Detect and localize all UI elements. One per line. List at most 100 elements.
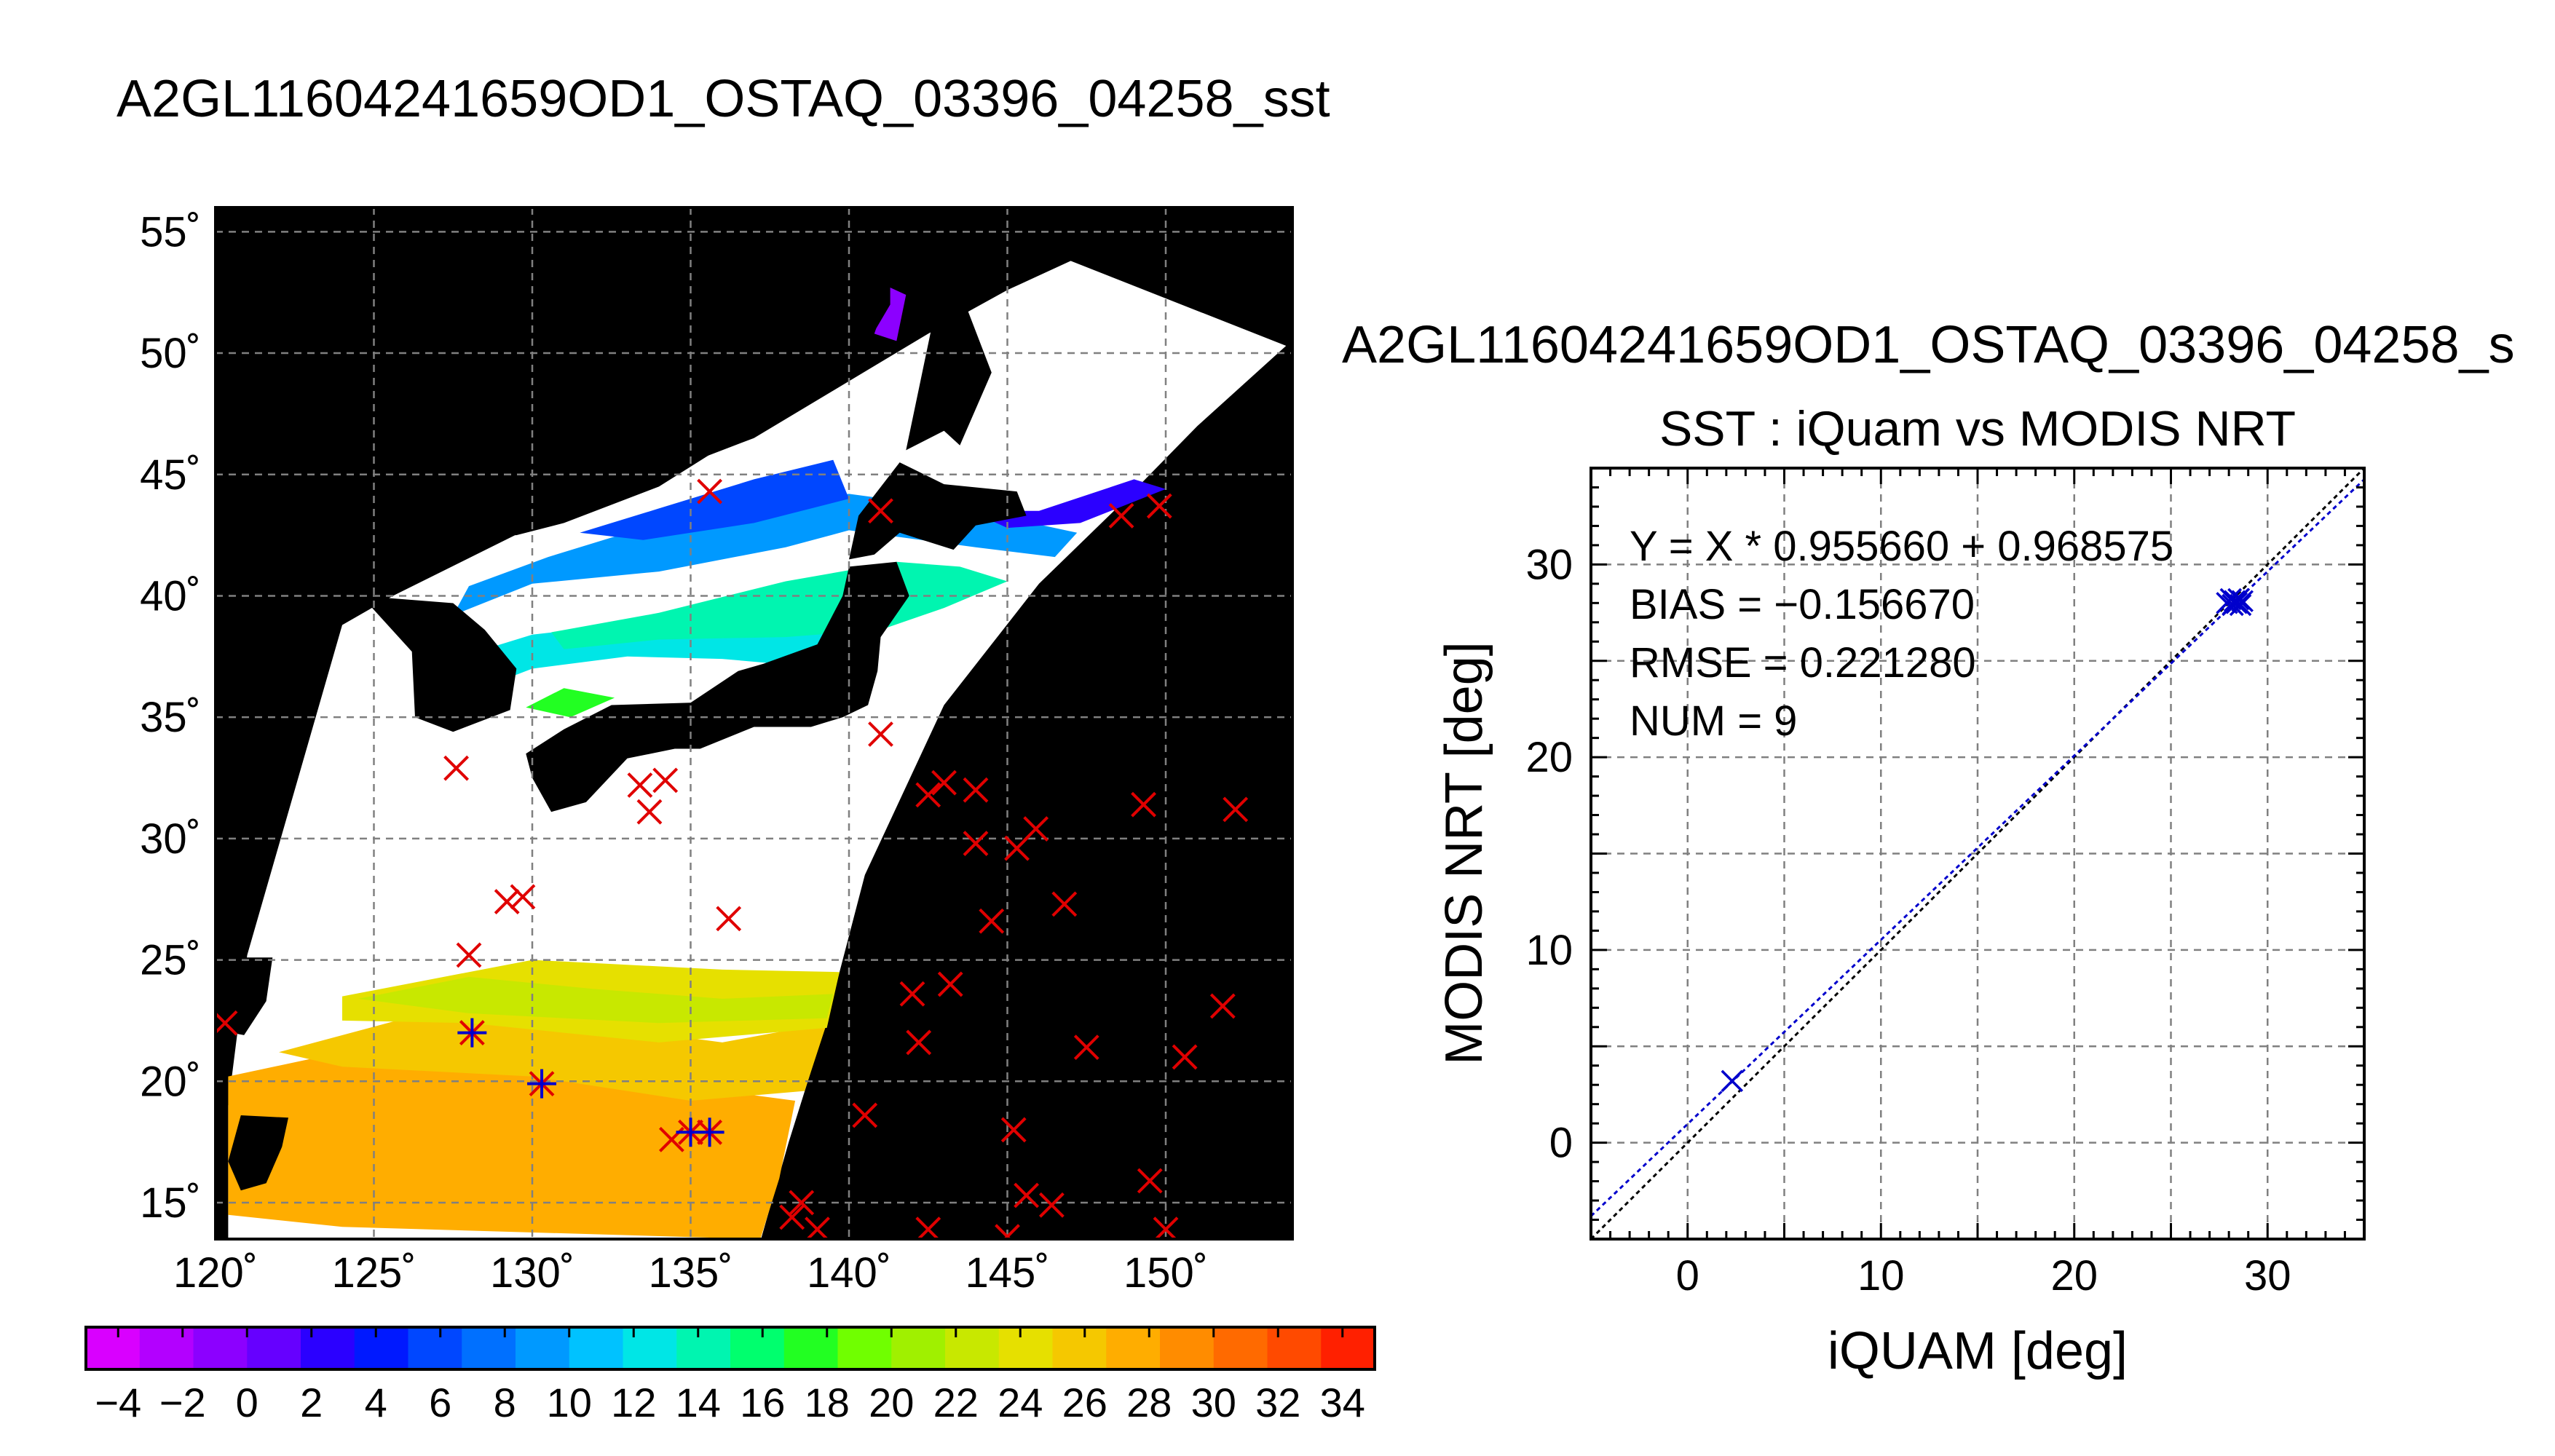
colorbar-tick-label: 14 — [676, 1380, 721, 1425]
land-hokkaido — [849, 462, 1027, 560]
colorbar-swatch — [783, 1327, 839, 1369]
colorbar-tick-label: 12 — [611, 1380, 656, 1425]
colorbar-tick-label: 34 — [1320, 1380, 1365, 1425]
map-gridlines — [216, 207, 1292, 1239]
station-marker — [979, 908, 1005, 934]
scatter-tick-marks — [1590, 467, 2366, 1241]
sst-band — [874, 288, 907, 341]
map-lat-tick-label: 45˚ — [140, 451, 201, 499]
scatter-title: SST : iQuam vs MODIS NRT — [1659, 401, 2296, 456]
map-lat-tick-label: 55˚ — [140, 208, 201, 256]
fit-equation: Y = X * 0.955660 + 0.968575 — [1630, 523, 2173, 570]
map-lon-tick-label: 145˚ — [965, 1249, 1049, 1297]
colorbar-tick-label: 26 — [1062, 1380, 1107, 1425]
land-sakhalin — [906, 248, 992, 451]
map-lon-tick-label: 135˚ — [648, 1249, 732, 1297]
station-marker — [1108, 503, 1134, 529]
scatter-panel: 0 10 20 30 0 10 20 30 SST : iQuam vs MODIS NRT… — [1435, 401, 2366, 1380]
colorbar-swatch — [516, 1327, 570, 1369]
matched-station-marker — [527, 1069, 557, 1099]
station-marker — [716, 906, 742, 932]
map-panel: 120˚ 125˚ 130˚ 135˚ 140˚ 145˚ 150˚ 15˚ 20˚ 25˚ 30… — [140, 206, 1294, 1297]
colorbar-tick-label: 0 — [236, 1380, 258, 1425]
station-marker — [1038, 1192, 1065, 1218]
colorbar-swatch — [837, 1327, 893, 1369]
colorbar-swatch — [462, 1327, 516, 1369]
sst-band — [228, 1052, 796, 1239]
map-frame — [214, 206, 1294, 1241]
colorbar-swatch — [891, 1327, 946, 1369]
station-marker — [931, 769, 957, 796]
scatter-y-tick-label: 20 — [1525, 734, 1573, 781]
colorbar-tick-label: 32 — [1255, 1380, 1300, 1425]
station-marker — [510, 884, 536, 910]
land-taiwan — [231, 957, 273, 1035]
station-marker — [1209, 993, 1236, 1019]
scatter-point — [2227, 587, 2250, 611]
map-lon-tick-label: 125˚ — [331, 1249, 416, 1297]
colorbar-tick-label: 2 — [300, 1380, 323, 1425]
sst-band — [358, 976, 834, 1024]
scatter-x-tick-label: 0 — [1676, 1252, 1699, 1299]
map-lon-tick-labels: 120˚ 125˚ 130˚ 135˚ 140˚ 145˚ 150˚ — [173, 1249, 1208, 1297]
colorbar-tick-label: 18 — [805, 1380, 850, 1425]
colorbar-tick-label: 8 — [494, 1380, 516, 1425]
station-marker — [805, 1216, 830, 1239]
colorbar-tick-label: 4 — [365, 1380, 387, 1425]
colorbar-tick-label: 10 — [547, 1380, 592, 1425]
matched-station-marker — [457, 1018, 487, 1048]
colorbar-tick-label: 6 — [429, 1380, 451, 1425]
station-marker — [915, 782, 941, 808]
colorbar-swatch — [408, 1327, 463, 1369]
colorbar-swatch — [945, 1327, 1000, 1369]
colorbar-tick-label: 30 — [1191, 1380, 1236, 1425]
scatter-y-tick-labels: 0 10 20 30 — [1525, 541, 1573, 1166]
colorbar-swatch — [193, 1327, 248, 1369]
station-marker — [915, 1216, 941, 1239]
station-marker — [779, 1204, 805, 1230]
station-marker — [1051, 891, 1078, 917]
scatter-y-tick-label: 0 — [1549, 1120, 1573, 1167]
scatter-x-tick-label: 30 — [2244, 1252, 2291, 1299]
station-marker — [1073, 1034, 1099, 1061]
colorbar-swatch — [730, 1327, 785, 1369]
colorbar-swatch — [676, 1327, 731, 1369]
colorbar-tick-label: −2 — [159, 1380, 206, 1425]
map-lat-tick-label: 30˚ — [140, 815, 201, 863]
colorbar-tick-label: 24 — [998, 1380, 1043, 1425]
station-marker — [697, 478, 723, 505]
colorbar-swatch — [623, 1327, 678, 1369]
scatter-point — [2229, 593, 2252, 617]
scatter-point — [1721, 1069, 1744, 1093]
colorbar-swatches — [86, 1327, 1375, 1369]
colorbar-frame — [84, 1326, 1376, 1371]
land-korea — [361, 596, 517, 732]
station-marker — [1014, 1182, 1040, 1208]
station-marker — [652, 767, 679, 794]
colorbar-swatch — [1267, 1327, 1322, 1369]
land-luzon — [228, 1115, 288, 1191]
scatter-x-axis-label: iQUAM [deg] — [1828, 1322, 2128, 1380]
map-lat-tick-label: 50˚ — [140, 330, 201, 377]
station-marker — [456, 942, 482, 968]
station-marker — [852, 1102, 878, 1128]
map-station-markers — [216, 478, 1249, 1239]
map-swath — [228, 207, 1287, 1239]
num-stat: NUM = 9 — [1630, 697, 1797, 745]
land-mainland — [228, 207, 891, 669]
colorbar-swatch — [569, 1327, 624, 1369]
station-marker — [937, 971, 963, 997]
colorbar-tick-labels: −4 −2 0 2 4 6 8 10 12 14 16 18 20 22 24 26 28 30 32 34 — [95, 1327, 1365, 1425]
station-marker — [868, 498, 893, 524]
station-marker — [627, 772, 653, 798]
station-marker — [636, 799, 663, 825]
scatter-points — [1721, 587, 2254, 1093]
colorbar-swatch — [1321, 1327, 1375, 1369]
land-honshu — [526, 561, 909, 812]
colorbar-swatch — [1213, 1327, 1268, 1369]
sst-band — [526, 688, 615, 718]
scatter-y-tick-label: 10 — [1525, 927, 1573, 974]
colorbar-swatch — [1052, 1327, 1107, 1369]
map-lat-tick-label: 25˚ — [140, 937, 201, 984]
